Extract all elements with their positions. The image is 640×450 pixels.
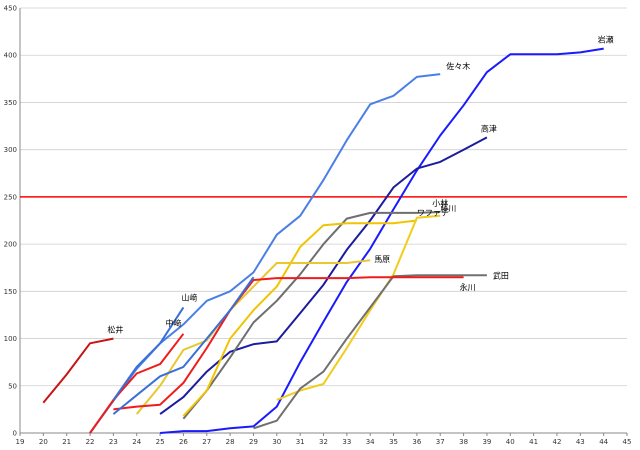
series-label: 岩瀬: [598, 35, 614, 45]
x-tick-label: 40: [506, 438, 515, 446]
y-tick-label: 0: [13, 430, 17, 438]
series-label: 小林: [432, 198, 448, 208]
x-tick-label: 36: [412, 438, 421, 446]
x-tick-label: 38: [459, 438, 468, 446]
series-label: 武田: [493, 270, 509, 280]
x-tick-label: 22: [86, 438, 95, 446]
x-tick-label: 33: [342, 438, 351, 446]
x-tick-label: 29: [249, 438, 258, 446]
x-tick-label: 20: [39, 438, 48, 446]
series-label: 藤川: [440, 203, 456, 213]
y-tick-label: 200: [4, 241, 17, 249]
series-label: 山﨑: [181, 292, 197, 302]
series-line: [253, 274, 487, 430]
x-tick-label: 41: [529, 438, 538, 446]
series-group: [42, 47, 604, 434]
series-label: 松井: [107, 325, 123, 335]
y-tick-label: 400: [4, 52, 17, 60]
x-tick-label: 30: [272, 438, 281, 446]
y-tick-label: 100: [4, 335, 17, 343]
series-line: [112, 276, 255, 415]
y-tick-label: 300: [4, 146, 17, 154]
series-label: 馬原: [374, 255, 390, 264]
x-tick-label: 35: [389, 438, 398, 446]
x-tick-label: 34: [366, 438, 375, 446]
series-label: 中﨑: [165, 318, 181, 328]
x-tick-label: 26: [179, 438, 188, 446]
series-line: [182, 211, 441, 420]
x-tick-label: 43: [576, 438, 585, 446]
x-tick-label: 27: [202, 438, 211, 446]
series-line: [112, 306, 185, 401]
series-line: [89, 333, 185, 434]
y-tick-label: 150: [4, 288, 17, 296]
series-line: [159, 136, 488, 415]
series-line: [89, 73, 441, 434]
series-line: [276, 214, 441, 401]
axes: 0 50 100 150 200 250 300 350 400 450 19 20 21 22 23 24 2…: [4, 5, 632, 447]
x-tick-label: 45: [623, 438, 632, 446]
series-line: [135, 259, 371, 415]
series-label: ワファデ: [417, 208, 449, 218]
series-line: [160, 47, 604, 434]
series-label: 佐々木: [446, 61, 470, 71]
x-tick-label: 32: [319, 438, 328, 446]
x-tick-label: 23: [109, 438, 118, 446]
x-tick-label: 21: [62, 438, 71, 446]
series-label: 永川: [460, 282, 476, 292]
x-tick-label: 28: [226, 438, 235, 446]
x-tick-label: 39: [482, 438, 491, 446]
x-tick-label: 31: [296, 438, 305, 446]
series-line: [182, 219, 418, 417]
series-label: 高津: [481, 123, 497, 133]
x-tick-label: 24: [132, 438, 141, 446]
x-tick-label: 42: [553, 438, 562, 446]
x-tick-label: 44: [599, 438, 608, 446]
y-tick-label: 450: [4, 5, 17, 13]
y-tick-label: 250: [4, 193, 17, 201]
x-tick-label: 25: [156, 438, 165, 446]
series-line: [113, 276, 464, 411]
x-tick-label: 37: [436, 438, 445, 446]
y-tick-label: 50: [8, 382, 17, 390]
y-tick-label: 350: [4, 99, 17, 107]
x-tick-label: 19: [16, 438, 25, 446]
grid: [20, 7, 627, 434]
series-line: [42, 337, 114, 404]
